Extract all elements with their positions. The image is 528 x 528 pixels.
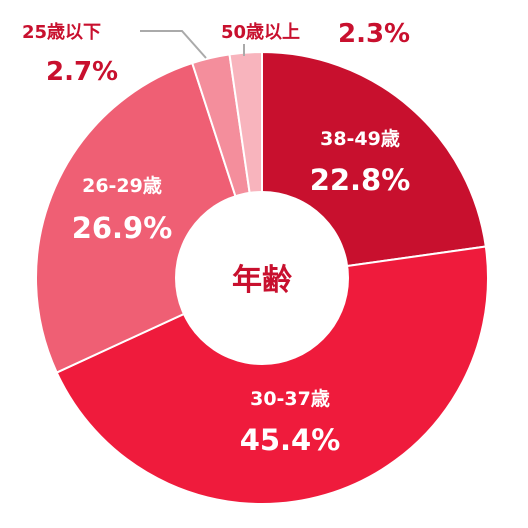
slice-value-38-49: 22.8% xyxy=(310,163,411,197)
leader-line-under-25 xyxy=(140,30,207,59)
slice-label-30-37: 30-37歳 xyxy=(250,388,330,410)
slice-label-under-25: 25歳以下 xyxy=(22,22,101,43)
slice-1 xyxy=(55,245,489,505)
slice-value-under-25: 2.7% xyxy=(46,57,118,87)
slice-value-30-37: 45.4% xyxy=(240,423,341,457)
slice-label-26-29: 26-29歳 xyxy=(82,175,162,197)
chart-title: 年齢 xyxy=(232,263,292,298)
slice-label-38-49: 38-49歳 xyxy=(320,128,400,150)
slice-value-26-29: 26.9% xyxy=(72,211,173,245)
donut-hole xyxy=(175,191,349,365)
slice-value-over-50: 2.3% xyxy=(338,19,410,49)
slice-label-over-50: 50歳以上 xyxy=(221,22,300,43)
